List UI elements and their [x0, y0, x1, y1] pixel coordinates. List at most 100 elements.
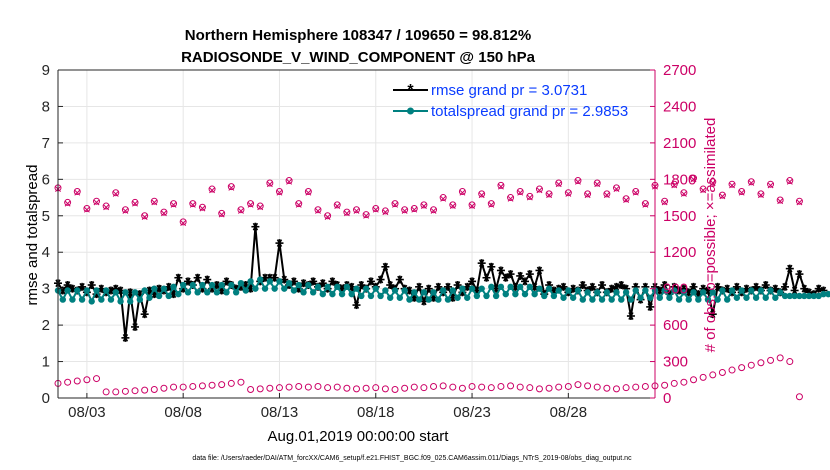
y2-tick-label: 1200 — [663, 244, 696, 261]
x-tick-label: 08/23 — [453, 404, 491, 421]
totalspread-point — [714, 296, 721, 303]
obs-possible-point — [304, 187, 312, 195]
obs-possible-point — [526, 384, 534, 392]
rmse-point — [140, 310, 149, 319]
obs-assimilated-point — [237, 207, 244, 214]
y-tick-label: 0 — [42, 390, 50, 407]
obs-assimilated-stroke — [459, 189, 466, 196]
obs-assimilated-point — [218, 211, 225, 218]
obs-possible-point — [160, 384, 168, 392]
obs-possible-point — [247, 385, 255, 393]
obs-possible-point — [141, 212, 149, 220]
obs-assimilated-point — [690, 176, 697, 183]
rmse-point — [376, 275, 385, 284]
totalspread-point — [762, 294, 769, 301]
totalspread-point — [151, 285, 158, 292]
obs-assimilated-point — [546, 192, 553, 199]
totalspread-point — [372, 285, 379, 292]
totalspread-point — [569, 294, 577, 301]
obs-possible-point — [728, 366, 736, 374]
obs-possible-point — [487, 384, 495, 392]
obs-possible-point — [256, 202, 264, 210]
totalspread-point — [242, 287, 249, 294]
totalspread-point — [387, 294, 394, 301]
obs-assimilated-point — [93, 199, 100, 206]
obs-assimilated-point — [738, 189, 745, 196]
rmse-point — [386, 281, 395, 290]
rmse-point — [357, 281, 366, 290]
totalspread-point — [796, 292, 803, 300]
obs-possible-point — [430, 206, 438, 214]
rmse-point — [270, 273, 279, 282]
obs-possible-point — [218, 209, 226, 217]
totalspread-point — [541, 292, 548, 300]
totalspread-point — [102, 287, 110, 294]
obs-possible-point — [102, 202, 110, 210]
obs-assimilated-point — [786, 178, 793, 185]
rmse-point — [521, 277, 530, 286]
obs-possible-point — [690, 376, 698, 384]
obs-assimilated-stroke — [189, 201, 196, 208]
totalspread-point — [237, 280, 245, 287]
totalspread-point — [439, 287, 447, 294]
obs-possible-point — [83, 376, 91, 384]
obs-assimilated-point — [305, 189, 312, 196]
obs-assimilated-stroke — [584, 192, 591, 199]
totalspread-point — [165, 292, 172, 300]
obs-assimilated-stroke — [440, 195, 447, 202]
obs-assimilated-stroke — [160, 210, 167, 217]
obs-possible-point — [535, 185, 543, 193]
totalspread-point — [642, 287, 649, 294]
totalspread-point — [516, 283, 524, 291]
totalspread-point — [449, 287, 456, 294]
obs-assimilated-stroke — [642, 201, 649, 208]
totalspread-point — [319, 290, 326, 298]
totalspread-point — [772, 294, 779, 301]
totalspread-point — [300, 289, 307, 296]
totalspread-point — [459, 285, 466, 292]
obs-assimilated-stroke — [729, 182, 735, 189]
obs-possible-point — [170, 200, 178, 208]
totalspread-point — [208, 281, 216, 289]
obs-possible-point — [410, 204, 418, 212]
totalspread-point — [464, 294, 471, 301]
totalspread-point — [661, 287, 668, 294]
totalspread-point — [175, 290, 182, 298]
obs-possible-point — [420, 384, 428, 392]
obs-assimilated-point — [141, 214, 148, 220]
obs-assimilated-stroke — [594, 181, 601, 188]
obs-possible-point — [295, 200, 303, 208]
totalspread-point — [613, 289, 620, 296]
rmse-point — [588, 282, 597, 291]
totalspread-point — [353, 285, 360, 292]
obs-possible-point — [141, 386, 149, 394]
obs-assimilated-stroke — [796, 199, 803, 206]
obs-possible-point — [73, 187, 81, 195]
y2-tick-label: 2700 — [663, 62, 696, 79]
totalspread-point — [709, 289, 716, 296]
obs-assimilated-stroke — [64, 200, 71, 207]
obs-assimilated-stroke — [276, 189, 283, 196]
obs-possible-point — [593, 179, 601, 187]
rmse-point — [506, 270, 515, 279]
totalspread-point — [738, 287, 745, 294]
totalspread-point — [391, 287, 399, 294]
obs-possible-point — [468, 201, 476, 209]
totalspread-point — [704, 296, 712, 303]
obs-possible-point — [564, 382, 572, 390]
obs-assimilated-point — [228, 184, 235, 191]
obs-assimilated-point — [478, 192, 485, 199]
obs-possible-point — [112, 388, 120, 396]
rmse-point — [434, 282, 443, 291]
totalspread-point — [656, 294, 664, 301]
rmse-point — [732, 282, 741, 291]
obs-assimilated-point — [584, 192, 591, 199]
totalspread-point — [141, 287, 148, 294]
totalspread-point — [507, 283, 514, 291]
totalspread-point — [78, 296, 86, 303]
obs-possible-point — [458, 187, 466, 195]
obs-assimilated-point — [748, 180, 755, 186]
rmse-point — [366, 277, 375, 286]
totalspread-point — [786, 292, 794, 300]
